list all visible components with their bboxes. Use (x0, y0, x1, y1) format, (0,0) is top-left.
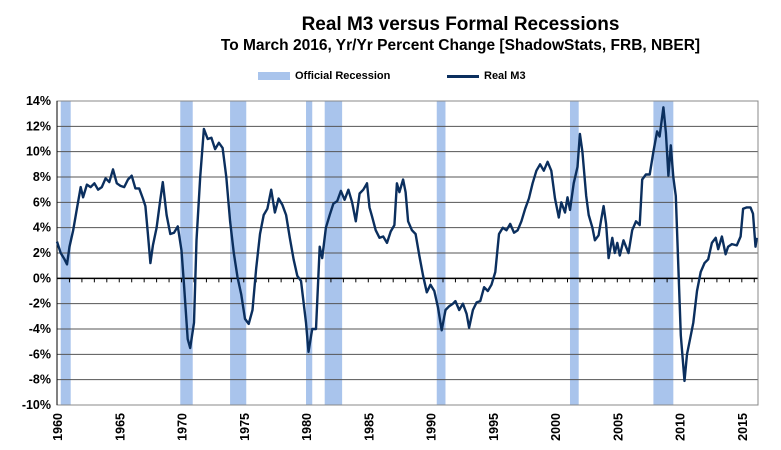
x-tick-label: 2015 (736, 413, 750, 441)
x-tick-label: 1995 (487, 413, 501, 441)
x-tick-label: 1960 (51, 413, 65, 441)
y-tick-label: -6% (29, 347, 51, 361)
legend-item-real-m3: Real M3 (447, 70, 526, 82)
y-tick-label: 2% (33, 246, 51, 260)
legend-item-recession: Official Recession (258, 70, 390, 82)
x-tick-label: 2000 (549, 413, 563, 441)
y-tick-label: 10% (26, 145, 51, 159)
x-tick-label: 1985 (362, 413, 376, 441)
x-tick-label: 1975 (238, 413, 252, 441)
y-tick-label: -10% (22, 398, 51, 412)
y-tick-label: 4% (33, 221, 51, 235)
x-tick-label: 1980 (300, 413, 314, 441)
x-tick-label: 1965 (113, 413, 127, 441)
x-tick-label: 1990 (425, 413, 439, 441)
chart-subtitle: To March 2016, Yr/Yr Percent Change [Sha… (220, 37, 701, 54)
y-tick-label: 8% (33, 170, 51, 184)
legend-label-recession: Official Recession (295, 70, 391, 82)
chart-title: Real M3 versus Formal Recessions (301, 14, 620, 35)
y-tick-label: 6% (33, 195, 51, 209)
legend-label-real-m3: Real M3 (484, 70, 526, 82)
series-line-real-m3 (55, 106, 758, 383)
y-tick-label: 12% (26, 119, 51, 133)
y-tick-label: -4% (29, 322, 51, 336)
y-tick-label: 0% (33, 271, 51, 285)
x-tick-label: 2010 (674, 413, 688, 441)
legend-swatch-real-m3 (447, 74, 479, 78)
y-tick-label: -2% (29, 297, 51, 311)
x-tick-label: 2005 (611, 413, 625, 441)
legend-swatch-recession (258, 72, 290, 80)
y-tick-label: 14% (26, 94, 51, 108)
y-tick-label: -8% (29, 373, 51, 387)
x-tick-label: 1970 (176, 413, 190, 441)
